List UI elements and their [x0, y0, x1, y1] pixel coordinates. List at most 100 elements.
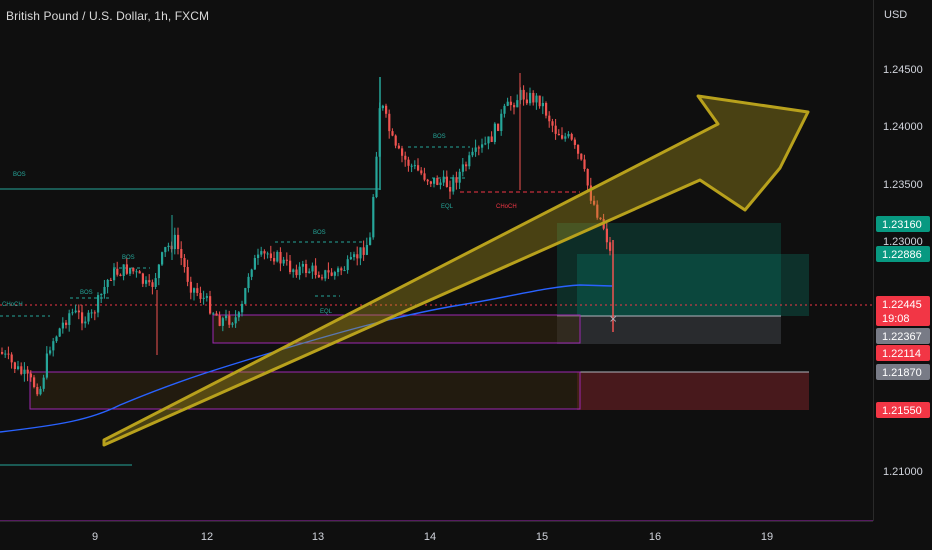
candle-body [215, 313, 218, 316]
candle-body [449, 187, 452, 192]
bos-label: BOS [122, 255, 135, 261]
price-badge[interactable] [876, 246, 930, 262]
price-axis-tick: 1.21000 [883, 466, 923, 478]
candle-body [557, 133, 560, 136]
candle-body [372, 197, 375, 238]
candle-body [509, 101, 512, 106]
candle-body [522, 89, 525, 100]
candle-body [183, 258, 186, 268]
candle-body [36, 387, 39, 395]
symbol-title[interactable]: British Pound / U.S. Dollar, 1h, FXCM [6, 9, 210, 23]
candle-body [506, 101, 509, 106]
candle-body [343, 270, 346, 272]
time-axis-tick: 19 [761, 531, 773, 543]
choch-label: CHoCH [496, 204, 517, 210]
candle-body [468, 155, 471, 167]
eql-label: EQL [441, 204, 454, 210]
candle-body [385, 105, 388, 114]
candle-body [609, 242, 612, 251]
candle-body [532, 92, 535, 103]
candle-body [330, 272, 333, 276]
candle-body [359, 247, 362, 259]
candle-body [442, 176, 445, 183]
candle-body [365, 244, 368, 255]
candle-body [125, 264, 128, 274]
candle-body [561, 135, 564, 139]
candle-body [138, 271, 141, 274]
candle-body [327, 270, 330, 273]
price-badge[interactable] [876, 364, 930, 380]
candle-body [314, 265, 317, 275]
candle-body [234, 317, 237, 324]
price-badge[interactable] [876, 296, 930, 326]
candle-body [109, 279, 112, 281]
stop-zone[interactable] [577, 372, 809, 410]
candle-body [87, 312, 90, 322]
candle-body [225, 315, 228, 319]
candle-body [439, 182, 442, 185]
candle-body [554, 125, 557, 134]
time-axis-tick: 13 [312, 531, 324, 543]
candle-body [593, 200, 596, 205]
price-axis-scale[interactable] [874, 0, 932, 521]
candle-body [375, 156, 378, 198]
candle-body [247, 276, 250, 289]
candle-body [570, 134, 573, 140]
candle-body [141, 273, 144, 284]
candle-body [45, 353, 48, 378]
time-axis-scroll[interactable] [0, 521, 873, 550]
candle-body [93, 312, 96, 314]
price-badge[interactable] [876, 328, 930, 344]
candle-body [397, 145, 400, 149]
profit-zone-lower[interactable] [577, 254, 809, 316]
order-block-lower[interactable] [29, 371, 581, 410]
candle-body [65, 322, 68, 325]
candle-body [413, 165, 416, 167]
price-badge[interactable] [876, 402, 930, 418]
candle-body [23, 369, 26, 374]
time-axis-divider [0, 521, 873, 522]
candle-body [157, 264, 160, 279]
candle-body [17, 366, 20, 370]
candle-body [404, 155, 407, 160]
candle-body [596, 204, 599, 218]
candle-body [298, 266, 301, 276]
candle-body [580, 153, 583, 160]
candle-body [228, 315, 231, 325]
time-axis-tick: 15 [536, 531, 548, 543]
candle-body [202, 297, 205, 299]
price-axis-tick: 1.23000 [883, 236, 923, 248]
candle-body [196, 288, 199, 293]
profit-zone-upper[interactable] [557, 223, 781, 316]
crosshair-marker: × [609, 314, 617, 325]
candle-body [321, 277, 324, 279]
price-badge[interactable] [876, 216, 930, 232]
candle-body [132, 267, 135, 272]
price-badge-value: 1.22445 [882, 299, 922, 311]
candle-body [151, 282, 154, 287]
candle-body [490, 136, 493, 142]
candle-body [199, 292, 202, 299]
candle-body [154, 278, 157, 287]
candle-body [337, 268, 340, 273]
candle-body [263, 251, 266, 254]
entry-zone[interactable] [557, 316, 781, 344]
candle-body [573, 139, 576, 145]
moving-average-line[interactable] [0, 284, 613, 433]
candle-body [369, 237, 372, 245]
candle-body [436, 177, 439, 185]
price-axis-currency: USD [884, 9, 908, 21]
trend-arrow[interactable] [102, 94, 810, 447]
candle-body [260, 251, 263, 255]
candle-body [173, 234, 176, 250]
price-badge-value: 1.22114 [882, 348, 921, 360]
candle-body [253, 258, 256, 270]
price-badge[interactable] [876, 345, 930, 361]
candle-body [4, 353, 7, 355]
order-block-upper[interactable] [212, 314, 581, 344]
candle-body [100, 293, 103, 296]
candle-body [346, 259, 349, 271]
candle-body [484, 143, 487, 145]
